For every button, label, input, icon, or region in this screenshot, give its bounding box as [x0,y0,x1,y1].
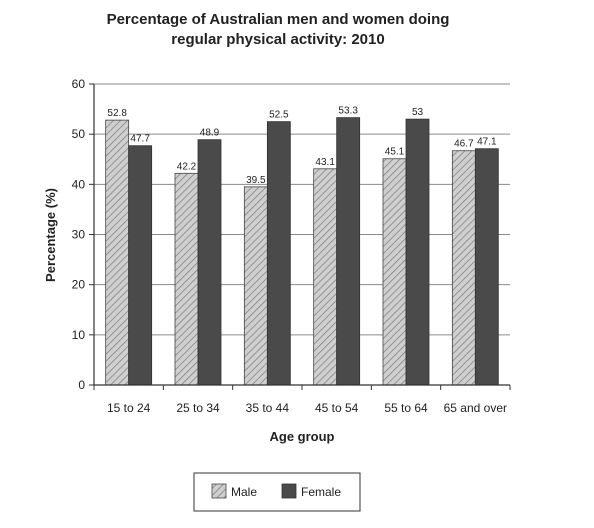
legend-swatch-female [281,483,297,499]
y-tick-label: 10 [72,328,86,342]
y-axis-label: Percentage (%) [43,188,58,282]
data-label-female: 47.1 [477,137,497,148]
data-label-male: 42.2 [177,161,197,172]
bar-male [451,150,476,386]
y-tick-label: 60 [72,77,86,91]
y-tick-label: 0 [78,378,85,392]
bar-female [197,139,222,386]
bars [105,117,499,386]
data-label-female: 52.5 [269,110,289,121]
bar-male [243,186,268,386]
bar-female [128,145,153,386]
y-tick-label: 20 [72,278,86,292]
x-axis-label: Age group [270,429,335,444]
x-category-label: 45 to 54 [315,401,359,415]
chart-title-line-1: Percentage of Australian men and women d… [107,11,450,28]
bar-male [174,172,199,386]
data-label-female: 48.9 [200,128,220,139]
bar-male [382,158,407,386]
legend-swatch-male [211,483,227,499]
x-category-label: 65 and over [444,401,507,415]
data-labels: 52.8 47.7 42.2 48.9 39.5 52.5 43.1 53.3 45.1 53 46… [107,106,497,186]
data-label-male: 39.5 [246,175,266,186]
x-category-label: 15 to 24 [107,401,151,415]
y-tick-label: 50 [72,127,86,141]
bar-female [266,121,291,386]
legend: Male Female [193,472,361,512]
x-category-label: 25 to 34 [176,401,220,415]
data-label-male: 46.7 [454,139,474,150]
data-label-female: 53 [412,107,424,118]
bar-male [313,168,338,386]
y-tick-label: 40 [72,177,86,191]
bar-male [105,119,130,386]
x-category-label: 55 to 64 [384,401,428,415]
chart-title-line-2: regular physical activity: 2010 [171,31,384,48]
data-label-female: 47.7 [130,134,150,145]
legend-label-female: Female [301,485,341,499]
data-label-female: 53.3 [338,106,358,117]
bar-female [474,148,499,386]
x-category-label: 35 to 44 [246,401,290,415]
bar-female [405,118,430,386]
data-label-male: 45.1 [385,147,405,158]
y-tick-label: 30 [72,228,86,242]
legend-label-male: Male [231,485,257,499]
data-label-male: 52.8 [107,108,127,119]
bar-female [336,117,361,386]
gridlines [94,83,510,336]
data-label-male: 43.1 [315,157,335,168]
x-axis-categories: 15 to 24 25 to 34 35 to 44 45 to 54 55 to 64… [93,385,511,415]
y-axis-ticks: 0 10 20 30 40 50 60 [72,77,94,392]
